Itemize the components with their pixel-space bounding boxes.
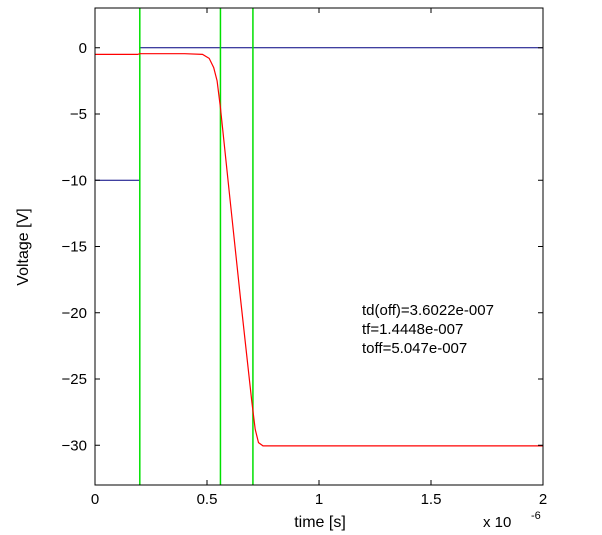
- x-tick-label: 1: [315, 491, 323, 508]
- plot-frame: [94, 7, 544, 486]
- y-tick-label: −15: [62, 239, 87, 256]
- y-tick-label: −30: [62, 437, 87, 454]
- axis-ticks: 0 0.5 1 1.5 2 0 −5 −10 −15 −20 −25 −30: [62, 8, 547, 508]
- series-line-0: [95, 53, 543, 447]
- y-tick-label: −10: [62, 172, 87, 189]
- y-tick-label: −5: [70, 106, 87, 123]
- plot-content: [95, 8, 543, 485]
- x-tick-label: 0: [91, 491, 99, 508]
- annotation-tf: tf=1.4448e-007: [362, 321, 463, 338]
- y-tick-label: −20: [62, 305, 87, 322]
- y-tick-label: 0: [79, 40, 87, 57]
- x-axis-multiplier-exponent: -6: [531, 510, 541, 522]
- x-tick-label: 2: [539, 491, 547, 508]
- x-tick-label: 0.5: [197, 491, 218, 508]
- annotation-td-off: td(off)=3.6022e-007: [362, 302, 494, 319]
- annotation-toff: toff=5.047e-007: [362, 340, 467, 357]
- x-axis-multiplier: x 10: [483, 514, 511, 531]
- x-axis-label: time [s]: [294, 514, 346, 531]
- x-tick-label: 1.5: [421, 491, 442, 508]
- y-axis-label: Voltage [V]: [15, 208, 32, 285]
- y-tick-label: −25: [62, 371, 87, 388]
